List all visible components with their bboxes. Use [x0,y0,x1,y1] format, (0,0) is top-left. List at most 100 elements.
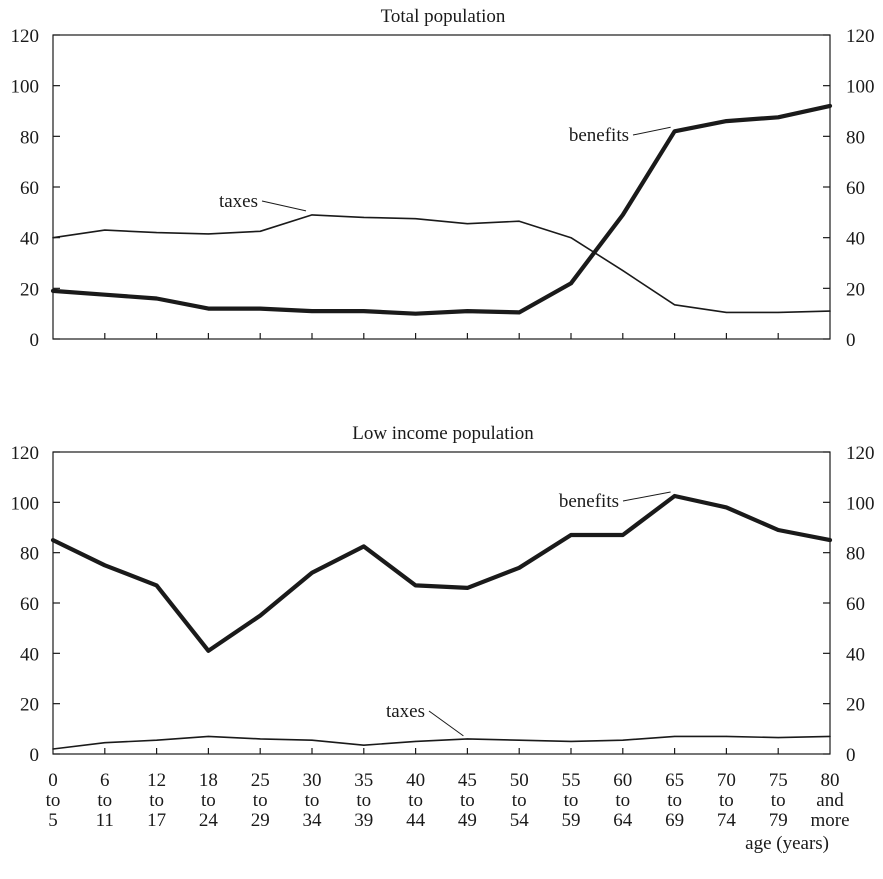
point-benefits [622,214,624,216]
y-tick-label-right: 120 [846,443,875,464]
x-tick-label: to [356,790,371,811]
point-taxes [674,735,676,737]
y-tick-label-left: 80 [20,544,39,565]
x-tick-label: 29 [251,810,270,831]
point-taxes [207,735,209,737]
y-tick-label-left: 40 [20,644,39,665]
point-benefits [777,529,779,531]
x-tick-label: to [97,790,112,811]
y-tick-label-right: 80 [846,127,865,148]
annotation-layer: taxes benefits [219,125,671,212]
x-tick-label: 30 [303,770,322,791]
point-taxes [570,740,572,742]
series-layer [50,103,833,316]
y-tick-label-left: 20 [20,279,39,300]
x-tick-label: 6 [100,770,110,791]
y-tick-label-right: 0 [846,745,856,766]
point-taxes [622,739,624,741]
x-tick-label: 12 [147,770,166,791]
point-taxes [777,737,779,739]
x-tick-label: 34 [303,810,323,831]
annotation-leader-benefits [622,491,671,502]
point-benefits [518,567,520,569]
y-tick-label-left: 100 [11,493,40,514]
x-tick-label: 75 [769,770,788,791]
point-benefits [363,545,365,547]
y-tick-label-left: 60 [20,594,39,615]
point-benefits [207,308,209,310]
x-tick-label: 25 [251,770,270,791]
x-ticks [104,748,779,754]
annotation-leader-taxes [261,200,307,212]
x-tick-label: to [149,790,164,811]
y-tick-label-right: 60 [846,178,865,199]
point-taxes [52,748,54,750]
y-tick-label-right: 100 [846,493,875,514]
point-benefits [259,308,261,310]
point-taxes [829,310,831,312]
point-taxes [466,738,468,740]
series-line-taxes [52,214,831,314]
x-tick-label: 24 [199,810,219,831]
annotation-layer: taxes benefits [386,491,671,737]
annotation-leader-taxes [428,710,464,737]
y-tick-label-left: 120 [11,443,40,464]
x-tick-label: 64 [613,810,633,831]
y-tick-label-right: 0 [846,330,856,351]
y-tick-label-left: 0 [30,745,40,766]
x-tick-label: to [408,790,423,811]
x-tick-label: 59 [562,810,581,831]
point-benefits [52,539,54,541]
x-tick-label: 55 [562,770,581,791]
point-benefits [363,310,365,312]
point-taxes [156,739,158,741]
point-taxes [363,744,365,746]
annotation-benefits: benefits [559,491,619,512]
series-line-benefits [50,493,833,653]
x-tick-label: to [667,790,682,811]
x-tick-label: 50 [510,770,529,791]
point-benefits [311,310,313,312]
x-tick-label: to [46,790,61,811]
point-taxes [259,230,261,232]
x-tick-label: to [201,790,216,811]
series-line-taxes [52,735,831,750]
x-tick-label: 69 [665,810,684,831]
y-tick-label-left: 120 [11,26,40,47]
x-tick-label: 45 [458,770,477,791]
point-taxes [829,735,831,737]
y-tick-label-left: 80 [20,127,39,148]
point-taxes [259,738,261,740]
y-tick-label-right: 80 [846,544,865,565]
x-tick-label: 80 [821,770,840,791]
point-taxes [415,740,417,742]
y-tick-label-right: 40 [846,644,865,665]
y-tick-label-right: 120 [846,26,875,47]
point-benefits [104,294,106,296]
x-tick-label: to [564,790,579,811]
point-benefits [777,116,779,118]
x-tick-label: to [253,790,268,811]
point-benefits [570,282,572,284]
point-taxes [52,237,54,239]
x-tick-label: to [615,790,630,811]
y-tick-label-right: 100 [846,77,875,98]
point-benefits [466,310,468,312]
point-benefits [674,130,676,132]
x-tick-label: to [719,790,734,811]
x-tick-label: 49 [458,810,477,831]
x-tick-label: 44 [406,810,426,831]
x-tick-label: 79 [769,810,788,831]
point-taxes [363,216,365,218]
x-tick-label: to [512,790,527,811]
annotation-taxes: taxes [386,701,425,722]
point-benefits [674,495,676,497]
point-taxes [156,232,158,234]
x-tick-label: to [460,790,475,811]
x-tick-label: to [771,790,786,811]
point-benefits [156,297,158,299]
point-benefits [104,564,106,566]
point-benefits [725,506,727,508]
point-taxes [466,223,468,225]
